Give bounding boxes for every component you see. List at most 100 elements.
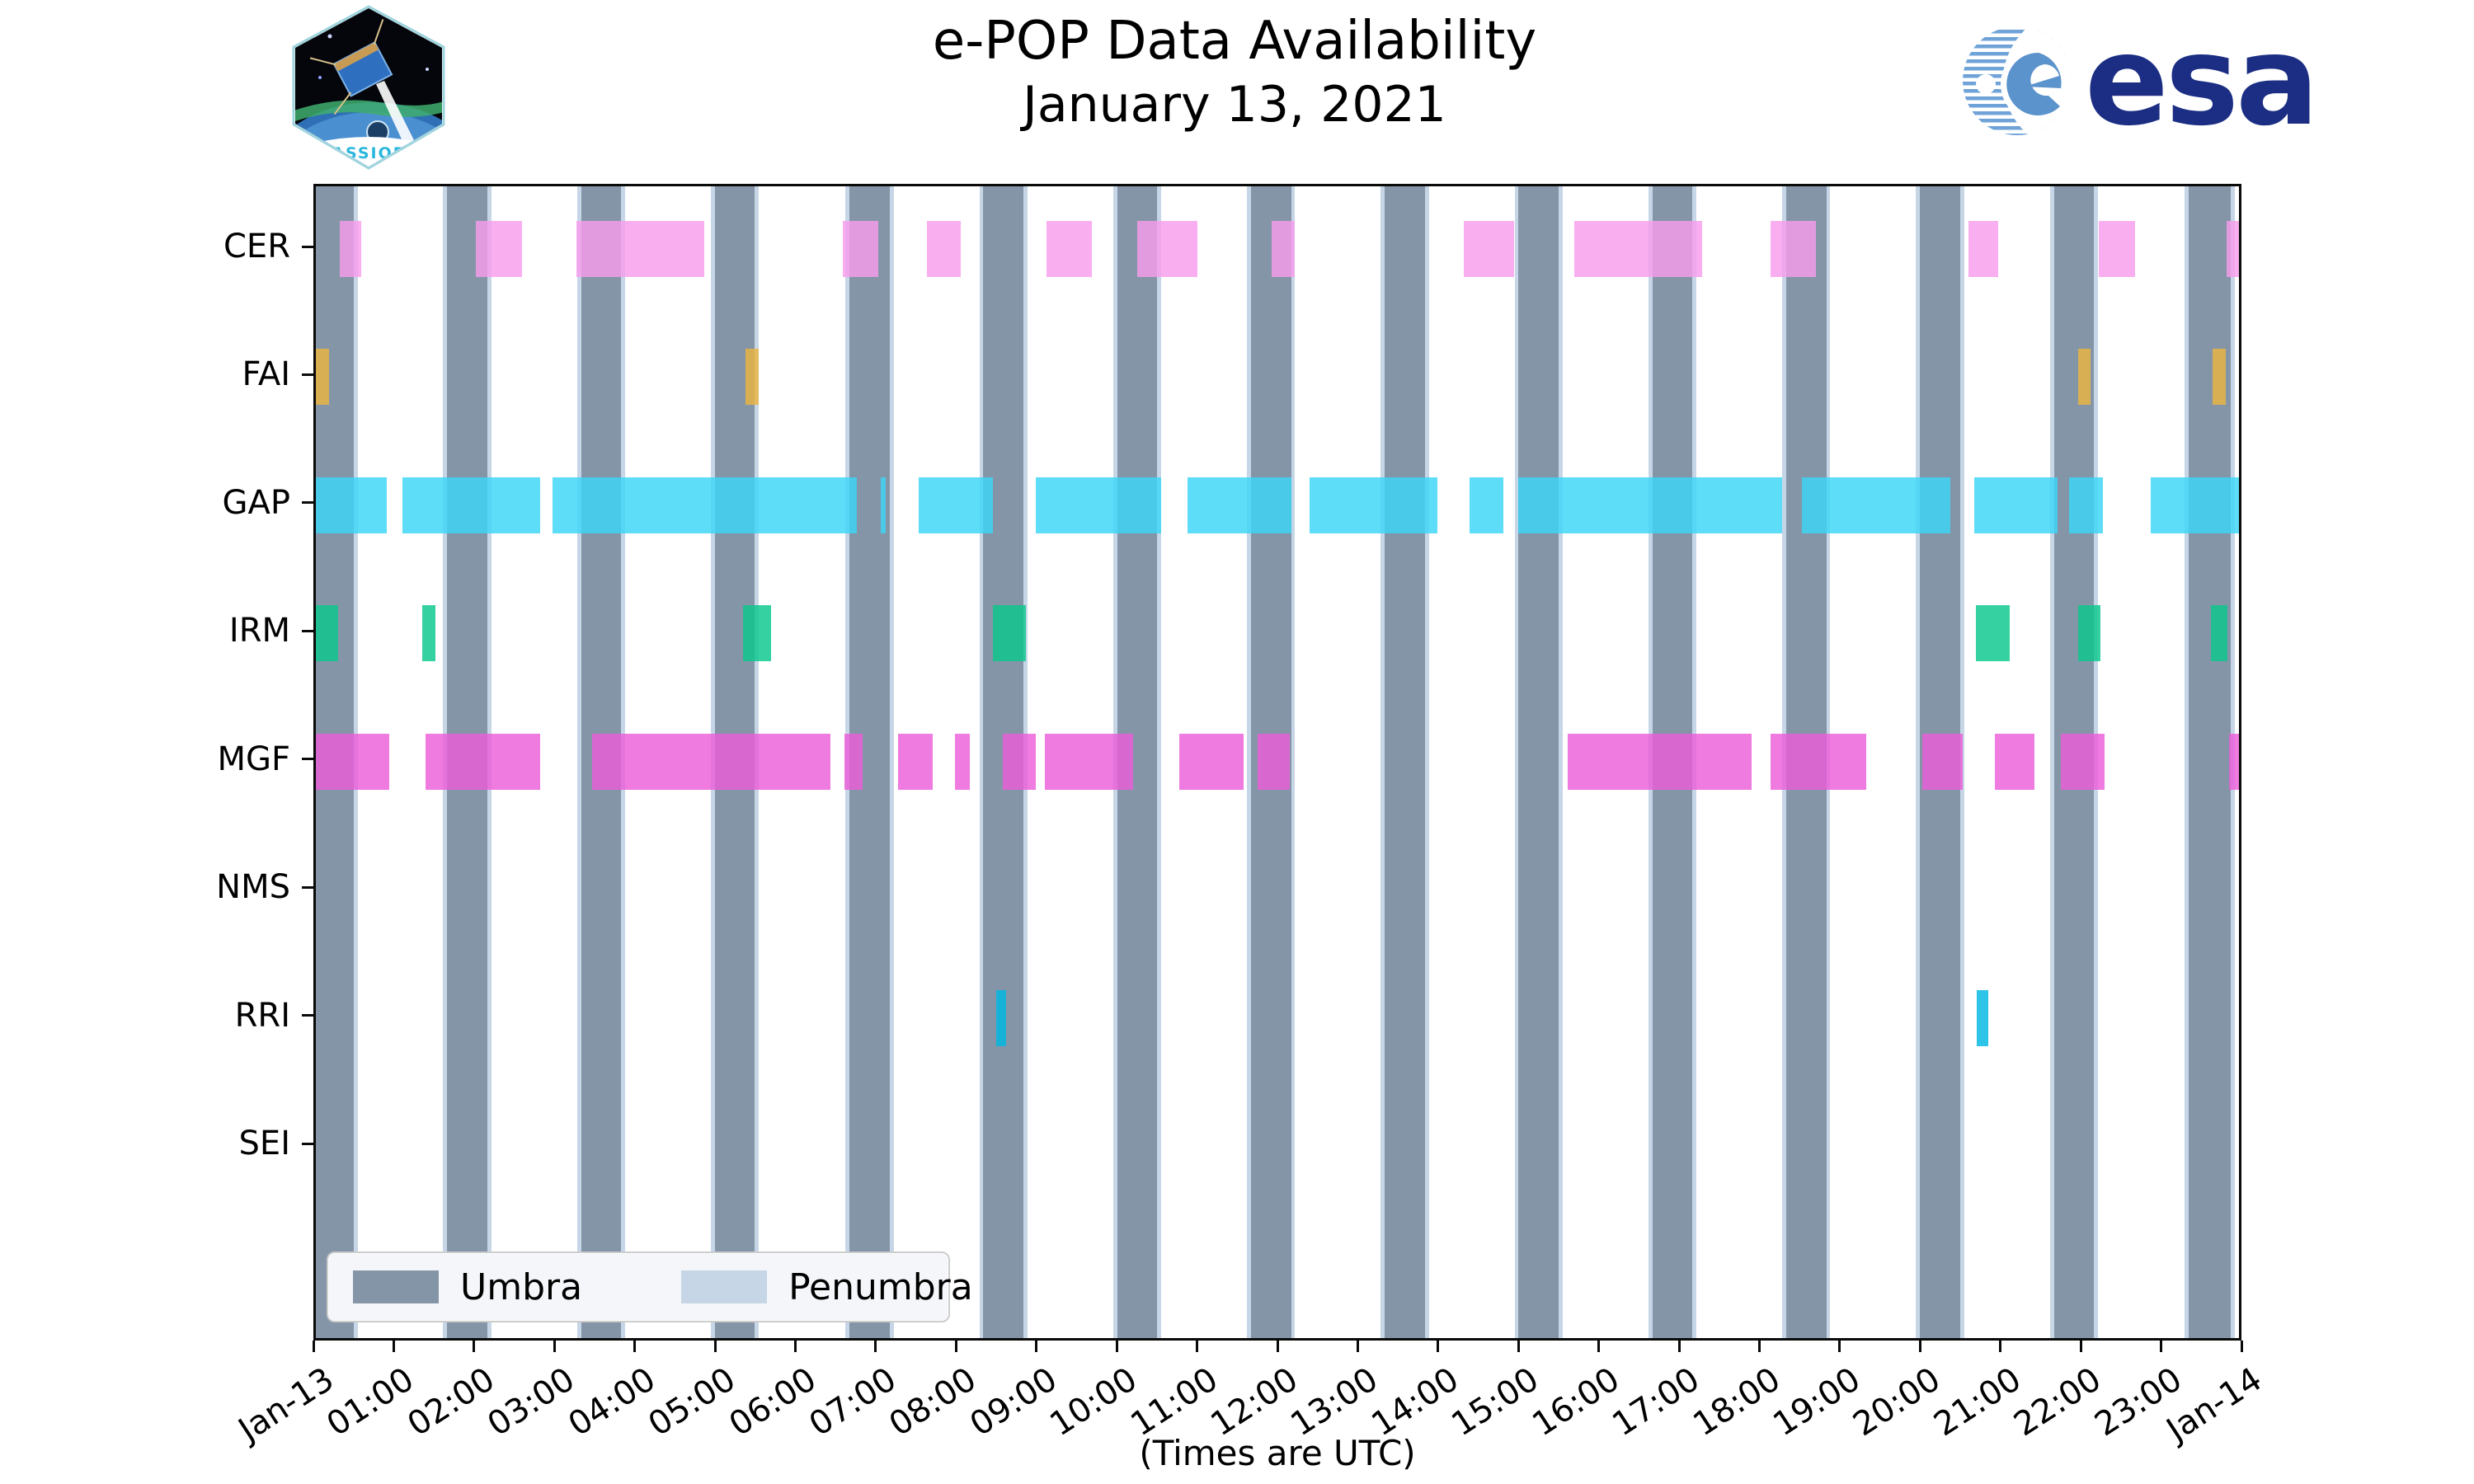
availability-bar-fai	[2212, 349, 2227, 406]
availability-bar-cer	[927, 221, 962, 277]
y-axis-label-mgf: MGF	[217, 740, 290, 778]
cassiope-patch-graphic: CASSIOPE	[292, 5, 445, 170]
x-tick	[794, 1341, 797, 1352]
penumbra-strip	[889, 186, 894, 1338]
availability-bar-fai	[316, 349, 329, 406]
x-tick	[2079, 1341, 2082, 1352]
availability-bar-fai	[745, 349, 760, 406]
availability-bar-cer	[1464, 221, 1514, 277]
x-axis-label: Jan-13	[232, 1360, 341, 1449]
penumbra-strip	[1291, 186, 1296, 1338]
availability-bar-mgf	[426, 733, 541, 790]
availability-bar-gap	[1035, 477, 1162, 533]
x-axis-title: (Times are UTC)	[1139, 1433, 1416, 1473]
availability-bar-gap	[316, 477, 387, 533]
y-tick	[302, 1142, 313, 1145]
umbra-bar	[1385, 186, 1425, 1338]
chart-title-line2: January 13, 2021	[1023, 76, 1446, 134]
availability-bar-mgf	[955, 733, 970, 790]
y-tick	[302, 501, 313, 505]
patch-aurora	[295, 97, 442, 130]
x-tick	[1999, 1341, 2002, 1352]
x-axis-label: 07:00	[802, 1360, 903, 1444]
availability-bar-irm	[1976, 605, 2011, 662]
y-axis-label-cer: CER	[223, 228, 290, 265]
availability-bar-cer	[1047, 221, 1092, 277]
availability-bar-cer	[1272, 221, 1296, 277]
penumbra-strip	[1559, 186, 1563, 1338]
legend-umbra-swatch	[353, 1270, 439, 1303]
x-tick	[1918, 1341, 1921, 1352]
availability-bar-mgf	[1257, 733, 1290, 790]
legend: Umbra Penumbra	[327, 1252, 973, 1322]
penumbra-strip	[1247, 186, 1251, 1338]
availability-bar-irm	[422, 605, 435, 662]
x-tick	[954, 1341, 957, 1352]
y-tick	[302, 885, 313, 889]
x-axis-label: 13:00	[1284, 1360, 1385, 1444]
availability-bar-irm	[742, 605, 771, 662]
availability-bar-gap	[402, 477, 541, 533]
esa-wordmark: esa	[2085, 15, 2316, 153]
x-tick	[633, 1341, 637, 1352]
penumbra-strip	[979, 186, 984, 1338]
cassiope-mission-patch: CASSIOPE	[280, 5, 458, 173]
penumbra-strip	[576, 186, 581, 1338]
availability-bar-mgf	[898, 733, 934, 790]
penumbra-strip	[1514, 186, 1519, 1338]
x-axis-label: 18:00	[1686, 1360, 1787, 1444]
penumbra-strip	[2184, 186, 2189, 1338]
x-tick	[1115, 1341, 1118, 1352]
availability-bar-cer	[1968, 221, 1999, 277]
x-axis-label: 04:00	[561, 1360, 662, 1444]
availability-bar-irm	[2210, 605, 2228, 662]
availability-bar-cer	[2098, 221, 2135, 277]
x-tick	[473, 1341, 476, 1352]
patch-satellite	[309, 19, 393, 115]
patch-beam	[376, 81, 419, 152]
x-axis-label: 17:00	[1606, 1360, 1707, 1444]
x-tick	[1597, 1341, 1601, 1352]
x-tick	[392, 1341, 395, 1352]
availability-bar-mgf	[2061, 733, 2105, 790]
availability-bar-cer	[340, 221, 362, 277]
availability-bar-mgf	[1770, 733, 1867, 790]
x-tick	[1677, 1341, 1681, 1352]
esa-globe-icon	[1963, 26, 2072, 135]
availability-bar-mgf	[1994, 733, 2035, 790]
y-tick	[302, 373, 313, 376]
availability-bar-mgf	[844, 733, 863, 790]
x-axis-label: 14:00	[1365, 1360, 1465, 1444]
x-axis-label: 21:00	[1927, 1360, 2028, 1444]
x-axis-label: 20:00	[1846, 1360, 1948, 1444]
x-axis-label: 05:00	[642, 1360, 743, 1444]
x-tick	[874, 1341, 877, 1352]
availability-bar-rri	[995, 989, 1006, 1046]
availability-bar-cer	[1136, 221, 1197, 277]
y-tick	[302, 629, 313, 632]
x-axis-label: 01:00	[320, 1360, 421, 1444]
penumbra-strip	[1380, 186, 1385, 1338]
x-axis-label: 19:00	[1766, 1360, 1867, 1444]
chart-title: e-POP Data Availability January 13, 2021	[492, 8, 1977, 136]
esa-logo-graphic: esa	[1963, 10, 2319, 153]
x-tick	[1276, 1341, 1279, 1352]
penumbra-strip	[1424, 186, 1429, 1338]
x-tick	[2240, 1341, 2243, 1352]
availability-bar-fai	[2077, 349, 2091, 406]
x-tick	[312, 1341, 315, 1352]
availability-bar-mgf	[592, 733, 830, 790]
availability-bar-gap	[1974, 477, 2058, 533]
x-axis-label: 15:00	[1445, 1360, 1546, 1444]
availability-bar-mgf	[1567, 733, 1752, 790]
availability-bar-irm	[316, 605, 339, 662]
availability-bar-mgf	[1179, 733, 1244, 790]
availability-bar-cer	[843, 221, 879, 277]
availability-bar-gap	[2151, 477, 2239, 533]
x-tick	[1196, 1341, 1199, 1352]
legend-penumbra-label: Penumbra	[788, 1266, 973, 1308]
x-axis-label: 22:00	[2007, 1360, 2109, 1444]
esa-logo: esa	[1953, 10, 2340, 158]
x-axis-label: 08:00	[882, 1360, 984, 1444]
